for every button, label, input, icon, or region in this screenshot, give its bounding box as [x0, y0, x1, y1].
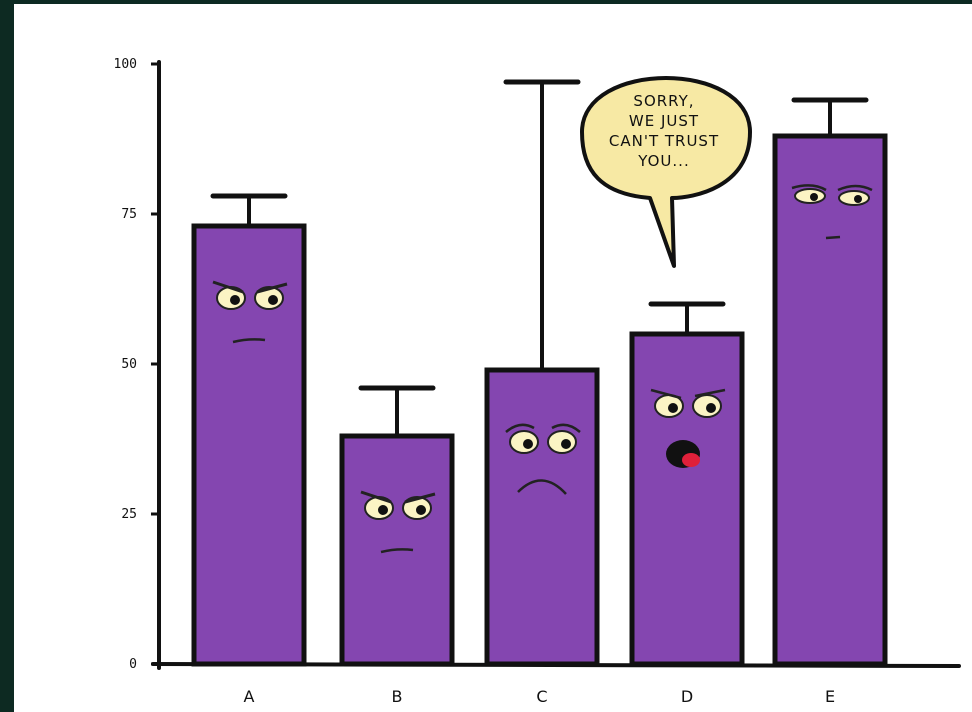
- bar-C: [484, 367, 600, 667]
- y-tick-label-100: 100: [114, 57, 137, 72]
- speech-bubble-line-3: CAN'T TRUST: [609, 132, 719, 150]
- bar-face-D: [650, 388, 726, 468]
- bar-chart: 0 25 50 75 100 A B C D E SORRY, WE JUST CAN'T TRUST Y…: [114, 57, 961, 706]
- x-tick-label-B: B: [392, 687, 403, 706]
- speech-bubble: [580, 76, 752, 268]
- bar-face-A: [212, 280, 288, 344]
- bar-face-B: [360, 490, 436, 554]
- y-tick-label-0: 0: [129, 657, 137, 672]
- chart-panel: 0 25 50 75 100 A B C D E SORRY, WE JUST CAN'T TRUST Y…: [14, 4, 972, 712]
- x-tick-label-E: E: [825, 687, 835, 706]
- speech-bubble-line-1: SORRY,: [633, 92, 694, 110]
- bar-face-C: [505, 423, 581, 495]
- x-tick-label-D: D: [681, 687, 693, 706]
- bar-face-E: [791, 184, 873, 240]
- speech-bubble-line-4: YOU...: [637, 152, 689, 170]
- x-tick-label-A: A: [244, 687, 255, 706]
- bar-E: [772, 133, 888, 667]
- bar-A: [191, 223, 307, 667]
- y-tick-label-50: 50: [121, 357, 137, 372]
- bar-D: [629, 331, 745, 667]
- speech-bubble-line-2: WE JUST: [629, 112, 699, 130]
- x-tick-label-C: C: [536, 687, 547, 706]
- y-tick-label-25: 25: [121, 507, 137, 522]
- y-tick-label-75: 75: [121, 207, 137, 222]
